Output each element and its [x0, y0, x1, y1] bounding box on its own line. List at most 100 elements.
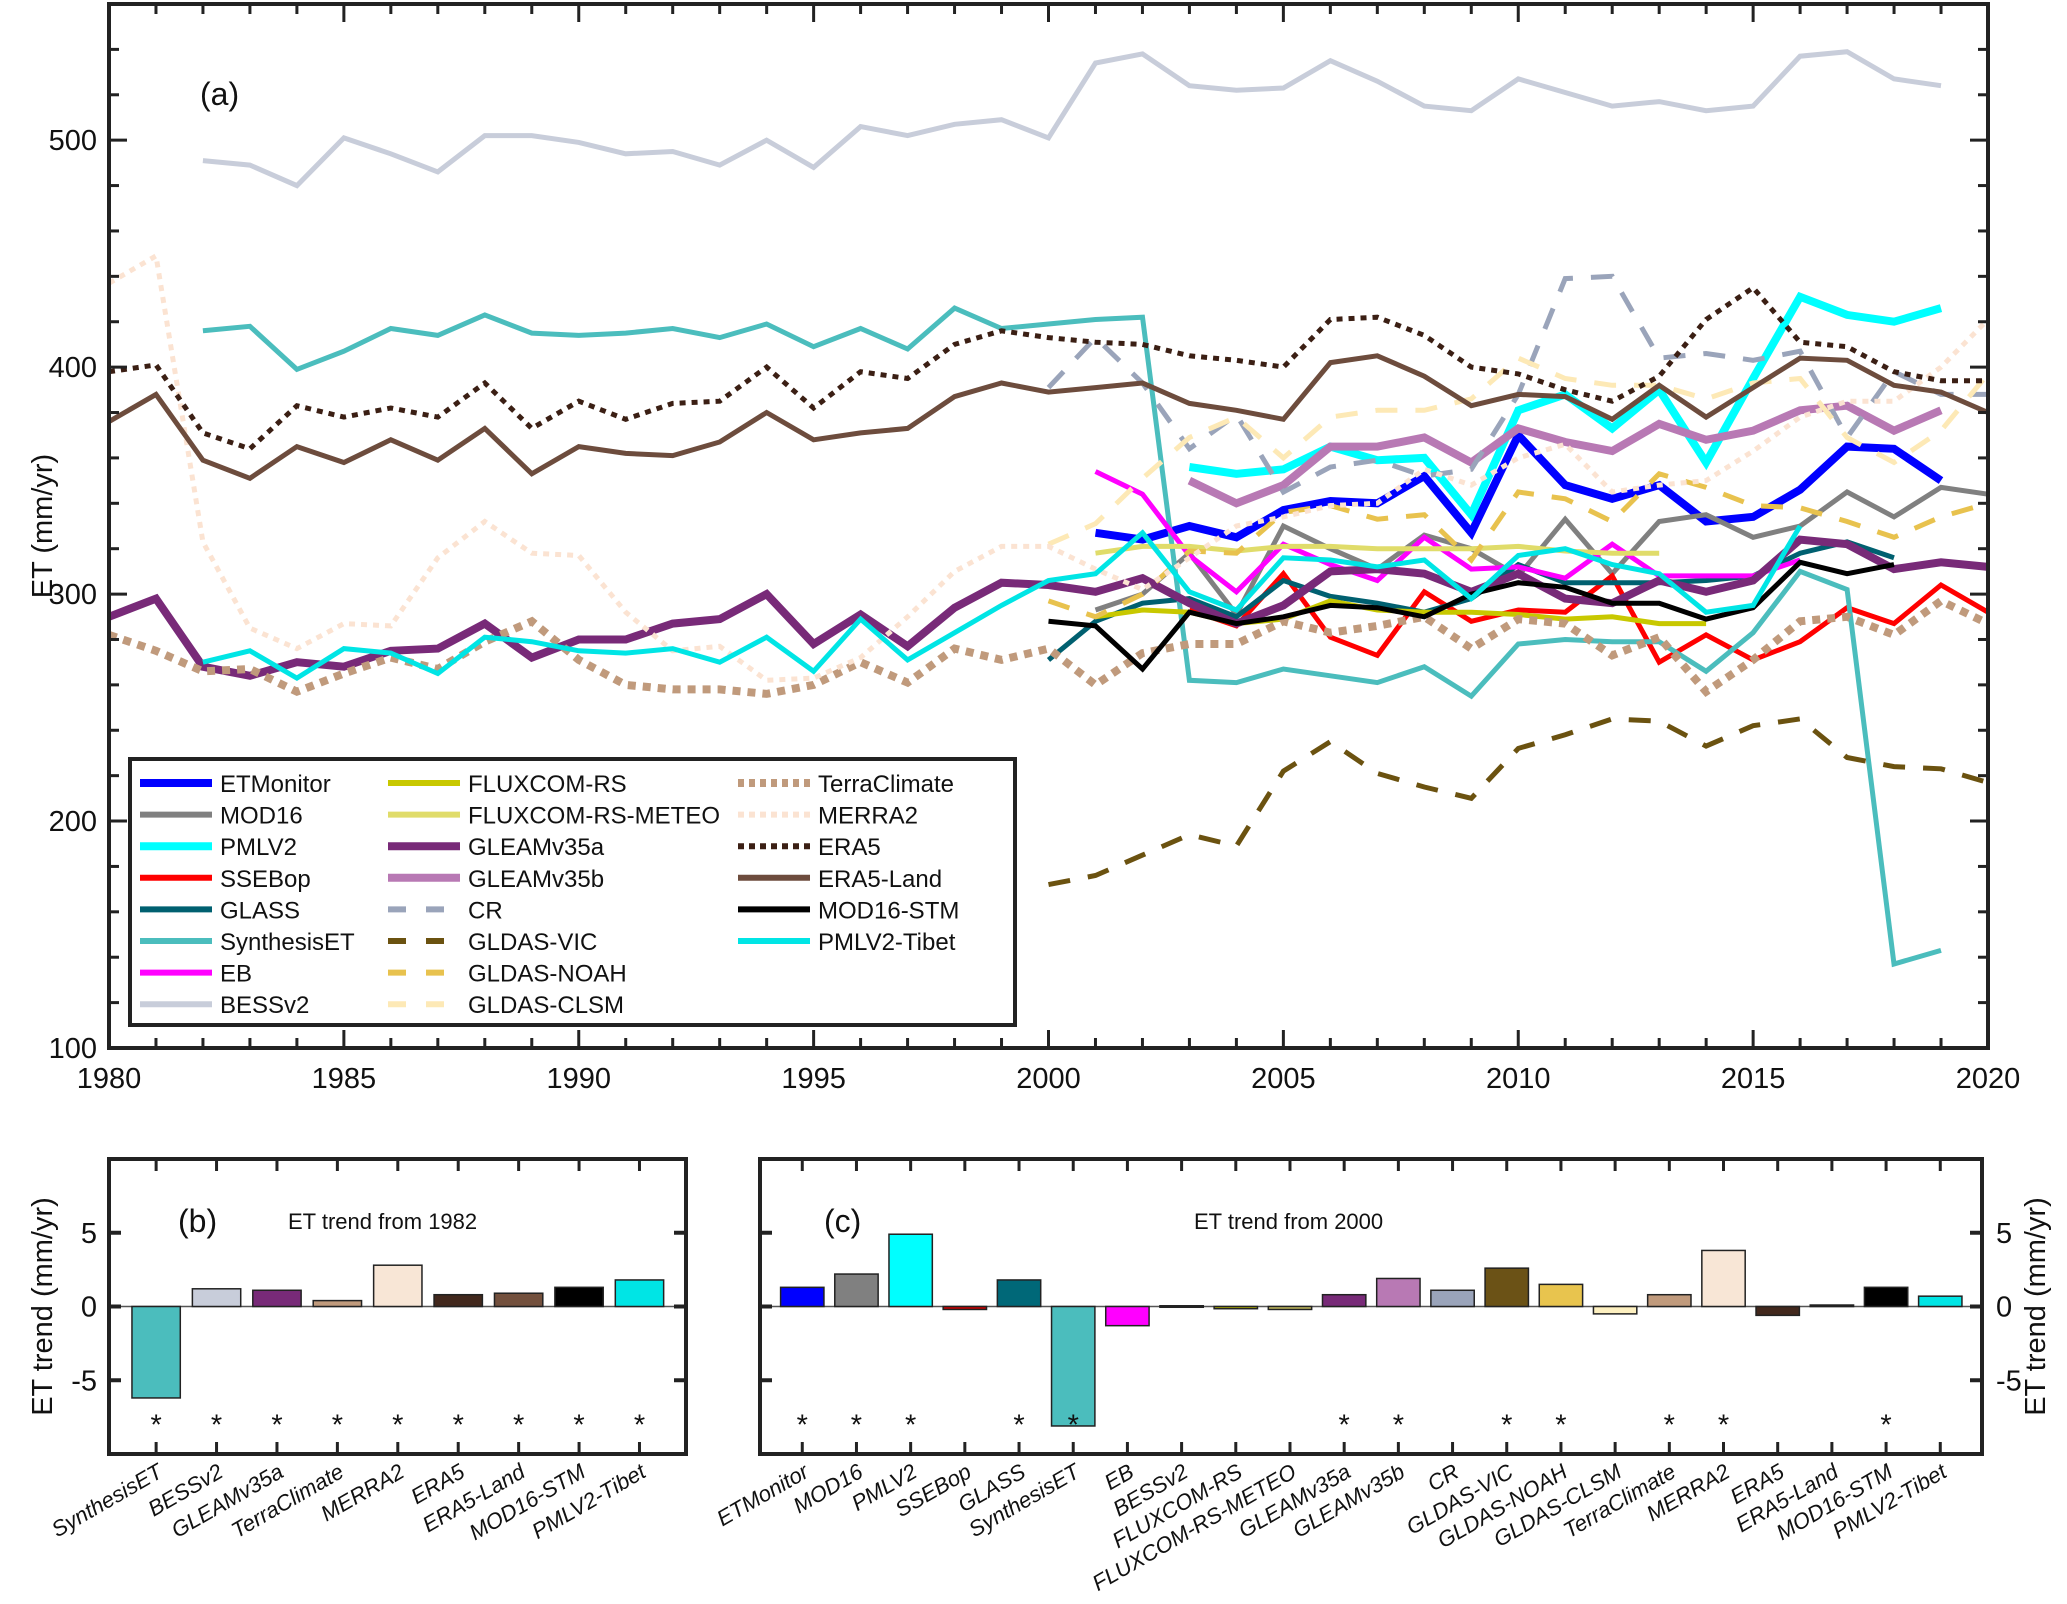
- legend-item: EB: [140, 961, 252, 988]
- significance-marker: *: [573, 1410, 584, 1442]
- series-line-gleamv35b: [1187, 401, 1943, 508]
- panel-b-label: (b): [178, 1203, 217, 1239]
- legend-item: GLASS: [140, 897, 300, 924]
- legend-label: ERA5-Land: [818, 866, 942, 893]
- significance-marker: *: [1339, 1410, 1350, 1442]
- bar-era5: [1755, 1305, 1801, 1317]
- legend-label: GLEAMv35b: [468, 866, 604, 893]
- bar-era5-land: [493, 1292, 544, 1308]
- series-line-pmlv2-tibet: [202, 524, 1803, 682]
- x-tick-label: 2000: [1016, 1063, 1081, 1095]
- legend-item: ERA5-Land: [738, 866, 942, 893]
- legend-item: PMLV2: [140, 834, 297, 861]
- legend-label: ETMonitor: [220, 771, 331, 798]
- legend-item: GLEAMv35b: [388, 866, 604, 893]
- bar-terraclimate: [1646, 1293, 1692, 1308]
- legend-item: MERRA2: [738, 803, 918, 830]
- y-tick-label: 0: [81, 1292, 97, 1324]
- legend-label: GLEAMv35a: [468, 834, 605, 861]
- significance-marker: *: [851, 1410, 862, 1442]
- x-tick-label: 2020: [1956, 1063, 2021, 1095]
- bar-terraclimate: [312, 1299, 363, 1308]
- bar-gldas-vic: [1484, 1267, 1530, 1308]
- panel-c-label: (c): [824, 1203, 861, 1239]
- legend-label: GLDAS-VIC: [468, 929, 597, 956]
- series-line-bessv2: [202, 49, 1942, 189]
- panel-b-bar-chart: * * * * * * * * * SynthesisETBESSv2GLEAMv35aTerr…: [27, 1157, 688, 1545]
- legend-label: PMLV2: [220, 834, 297, 861]
- series-line-gldas-clsm: [1047, 355, 1990, 547]
- legend-item: SynthesisET: [140, 929, 355, 956]
- bar-pmlv2-tibet: [1917, 1295, 1963, 1308]
- legend-label: PMLV2-Tibet: [818, 929, 956, 956]
- panel-c-bars: * * * * * * * * * * * *: [760, 1233, 1982, 1442]
- legend-item: FLUXCOM-RS: [388, 771, 627, 798]
- y-tick-label: 5: [81, 1218, 97, 1250]
- legend-label: GLDAS-NOAH: [468, 961, 627, 988]
- y-tick-label: 300: [49, 579, 97, 611]
- legend-label: BESSv2: [220, 992, 309, 1019]
- legend-item: ERA5: [738, 834, 881, 861]
- legend-label: FLUXCOM-RS-METEO: [468, 803, 720, 830]
- panel-a-ticks: 1980 1985 1990 1995 2000 2005 2010 2015 2020 100 2…: [49, 2, 2021, 1095]
- series-line-cr: [1046, 273, 1988, 496]
- bar-mod16: [834, 1273, 879, 1308]
- legend-item: GLDAS-NOAH: [388, 961, 627, 988]
- bar-pmlv2-tibet: [614, 1279, 665, 1308]
- legend-label: ERA5: [818, 834, 881, 861]
- legend-label: MERRA2: [818, 803, 918, 830]
- panel-a-y-axis-label: ET (mm/yr): [27, 454, 59, 598]
- x-tick-label: 2010: [1486, 1063, 1551, 1095]
- series-line-gldas-vic: [1048, 716, 1989, 888]
- x-tick-label: 2015: [1721, 1063, 1786, 1095]
- legend-item: TerraClimate: [738, 771, 954, 798]
- y-tick-label: 100: [49, 1033, 97, 1065]
- significance-marker: *: [211, 1410, 222, 1442]
- bar-glass: [996, 1279, 1042, 1308]
- x-tick-label: 1985: [312, 1063, 377, 1095]
- y-tick-label: 200: [49, 806, 97, 838]
- legend-item: SSEBop: [140, 866, 311, 893]
- panel-a-label: (a): [200, 76, 239, 112]
- legend-label: MOD16: [220, 803, 303, 830]
- significance-marker: *: [1664, 1410, 1675, 1442]
- x-tick-label: 2005: [1251, 1063, 1316, 1095]
- significance-marker: *: [1880, 1410, 1891, 1442]
- x-tick-label: 1995: [781, 1063, 846, 1095]
- bar-synthesiset: [131, 1305, 182, 1399]
- bar-pmlv2: [888, 1233, 934, 1308]
- series-line-eb: [1094, 469, 1801, 596]
- bar-bessv2: [191, 1288, 242, 1308]
- series-line-era5: [108, 284, 1988, 452]
- significance-marker: *: [1501, 1410, 1512, 1442]
- significance-marker: *: [513, 1410, 524, 1442]
- bar-bessv2: [1159, 1305, 1205, 1309]
- panel-b-y-axis-label: ET trend (mm/yr): [27, 1197, 59, 1416]
- panel-a-legend: ETMonitor MOD16 PMLV2 SSEBop GLASS SynthesisE…: [128, 757, 1017, 1027]
- legend-item: ETMonitor: [140, 771, 331, 798]
- panel-b-bars: * * * * * * * * *: [109, 1264, 686, 1442]
- legend-item: GLDAS-CLSM: [388, 992, 624, 1019]
- legend-item: GLEAMv35a: [388, 834, 605, 861]
- bar-etmonitor: [779, 1286, 825, 1308]
- series-line-era5-land: [107, 353, 1989, 482]
- bar-era5-land: [1809, 1304, 1855, 1308]
- significance-marker: *: [1393, 1410, 1404, 1442]
- legend-label: SSEBop: [220, 866, 311, 893]
- series-line-etmonitor: [1094, 428, 1944, 544]
- bar-synthesiset: [1050, 1305, 1096, 1427]
- significance-marker: *: [332, 1410, 343, 1442]
- legend-item: CR: [388, 897, 503, 924]
- legend-box: [128, 757, 1017, 1027]
- x-tick-label: 1980: [77, 1063, 142, 1095]
- significance-marker: *: [271, 1410, 282, 1442]
- y-tick-label: -5: [71, 1365, 97, 1397]
- legend-item: MOD16-STM: [738, 897, 959, 924]
- bar-merra2: [372, 1264, 423, 1308]
- series-line-synthesiset: [202, 305, 1942, 968]
- bar-mod16-stm: [1863, 1286, 1909, 1308]
- significance-marker: *: [1068, 1410, 1079, 1442]
- bar-mod16-stm: [554, 1286, 604, 1308]
- x-tick-label: 1990: [546, 1063, 611, 1095]
